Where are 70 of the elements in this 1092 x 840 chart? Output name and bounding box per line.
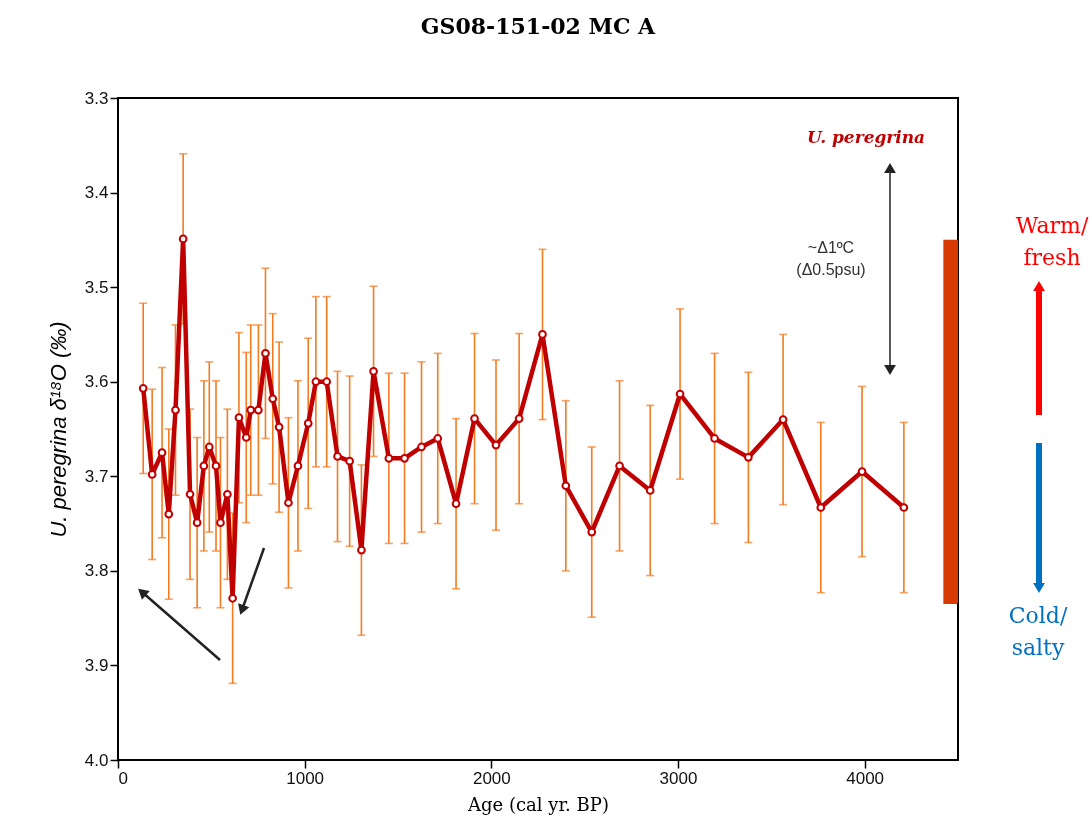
y-tick-label: 3.9 (84, 655, 109, 675)
point (369, 366, 378, 376)
point (171, 405, 180, 415)
point (211, 461, 221, 471)
y-tick-label: 3.4 (84, 183, 109, 203)
point (241, 433, 251, 442)
point (451, 499, 461, 509)
point (384, 453, 394, 463)
point (216, 518, 225, 527)
x-axis-title: Age (cal yr. BP) (467, 793, 609, 815)
point (261, 349, 270, 358)
point (303, 418, 313, 428)
point (538, 330, 547, 339)
point (228, 593, 237, 603)
point (199, 461, 209, 471)
point (899, 503, 909, 512)
point (246, 405, 256, 415)
point (645, 486, 655, 495)
point (178, 234, 188, 244)
text: Cold/ (1008, 603, 1068, 628)
point (357, 545, 366, 555)
point (417, 442, 426, 452)
y-tick-label: 3.7 (84, 466, 109, 486)
text: salty (1011, 635, 1065, 660)
point (433, 434, 443, 443)
point (322, 377, 332, 387)
point (268, 394, 278, 404)
y-tick-label: 3.6 (84, 372, 109, 392)
annotation: (Δ0.5psu) (796, 261, 866, 278)
y-tick-label: 3.5 (84, 277, 109, 297)
x-tick-label: 0 (118, 768, 128, 788)
point (857, 467, 867, 476)
y-tick-label: 3.3 (84, 88, 109, 108)
point (164, 509, 174, 519)
point (157, 448, 167, 457)
point (311, 377, 321, 387)
x-tick-label: 3000 (659, 768, 698, 788)
point (223, 489, 232, 499)
text: Warm/ (1015, 213, 1089, 238)
point (333, 452, 342, 461)
chart-title: GS08-151-02 MC A (420, 13, 657, 39)
y-tick-label: 4.0 (84, 750, 109, 770)
point (185, 489, 195, 499)
point (234, 413, 244, 422)
text: fresh (1023, 245, 1081, 270)
point (293, 461, 303, 471)
point (470, 414, 479, 423)
x-tick-label: 2000 (472, 768, 511, 788)
point (138, 383, 148, 393)
point (400, 453, 409, 463)
point (744, 453, 753, 462)
point (147, 470, 157, 479)
annotation: ~Δ1ºC (807, 239, 855, 256)
point (514, 414, 524, 423)
point (274, 422, 284, 432)
point (778, 415, 788, 424)
point (254, 405, 263, 415)
point (284, 498, 293, 508)
x-tick-label: 1000 (286, 768, 325, 788)
point (345, 456, 355, 466)
point (615, 461, 624, 471)
point (561, 481, 571, 491)
point (491, 440, 501, 450)
point (816, 503, 826, 512)
y-tick-label: 3.8 (84, 561, 109, 581)
point (710, 434, 719, 443)
point (192, 518, 202, 527)
text: U. peregrina (806, 127, 926, 147)
x-tick-label: 4000 (846, 768, 885, 788)
y-axis-title: U. peregrina δ¹⁸O (‰) (45, 321, 71, 538)
